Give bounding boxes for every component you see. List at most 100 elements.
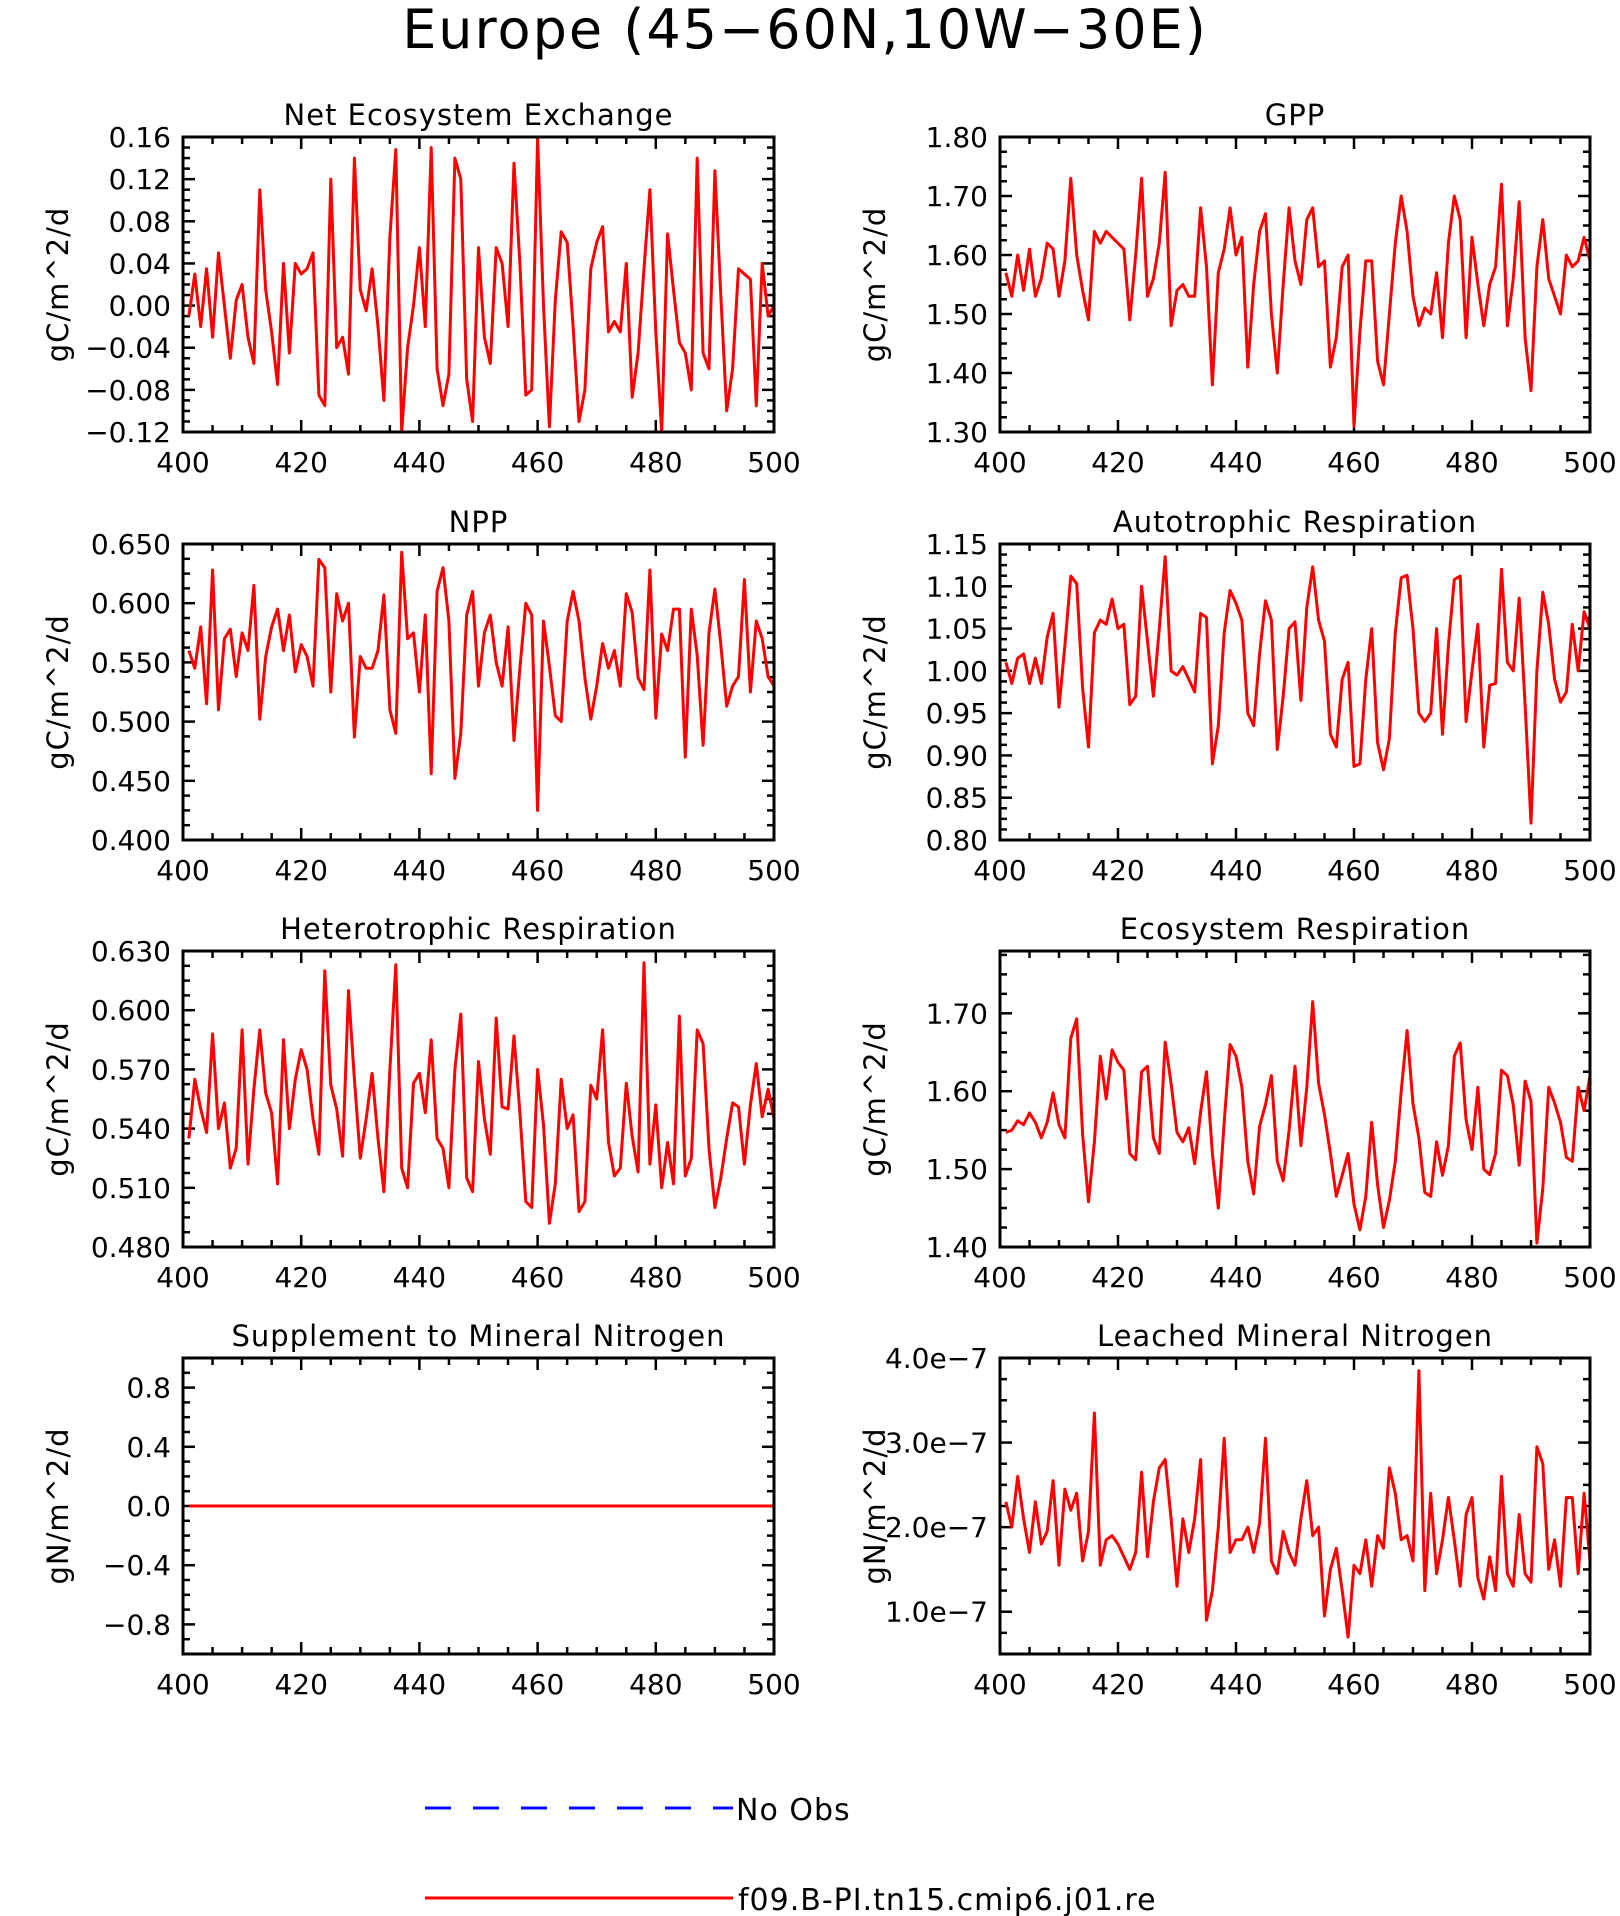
x-tick-label: 480: [629, 1261, 682, 1294]
x-tick-label: 400: [973, 1668, 1026, 1701]
x-tick-label: 460: [511, 854, 564, 887]
y-tick-label: 0.8: [126, 1372, 171, 1405]
panel-title: NPP: [449, 505, 509, 539]
x-tick-label: 500: [1563, 1668, 1616, 1701]
x-tick-label: 420: [1091, 1668, 1144, 1701]
y-tick-label: 1.30: [926, 416, 988, 449]
x-tick-label: 400: [973, 854, 1026, 887]
y-tick-label: 2.0e−7: [885, 1511, 988, 1544]
x-tick-label: 460: [1327, 854, 1380, 887]
panel-title: GPP: [1265, 98, 1325, 132]
panel-title: Ecosystem Respiration: [1120, 912, 1471, 946]
panel-4: Autotrophic Respiration gC/m^2/d 400 420 440…: [858, 505, 1617, 887]
x-tick-label: 460: [1327, 1261, 1380, 1294]
x-tick-label: 440: [1209, 854, 1262, 887]
x-tick-label: 440: [1209, 1668, 1262, 1701]
y-tick-label: 0.08: [109, 205, 171, 238]
x-tick-label: 440: [393, 854, 446, 887]
y-tick-label: 1.40: [926, 357, 988, 390]
series-line: [187, 550, 776, 812]
x-tick-label: 420: [274, 854, 327, 887]
plot-frame: [181, 542, 776, 842]
y-tick-label: 0.650: [91, 528, 171, 561]
panel-6: Ecosystem Respiration gC/m^2/d 400 420 440 46…: [858, 912, 1617, 1294]
series-line: [1004, 555, 1592, 825]
plot-frame: [998, 1356, 1592, 1656]
legend: No Obs f09.B-PI.tn15.cmip6.j01.re: [425, 1793, 1157, 1916]
x-tick-label: 400: [156, 854, 209, 887]
panel-title: Leached Mineral Nitrogen: [1097, 1319, 1493, 1353]
series-line: [187, 137, 776, 434]
x-tick-label: 400: [156, 446, 209, 479]
y-axis-label: gN/m^2/d: [858, 1427, 892, 1584]
y-tick-label: 1.15: [926, 528, 988, 561]
y-tick-label: −0.8: [103, 1608, 171, 1641]
panel-title: Heterotrophic Respiration: [280, 912, 677, 946]
y-tick-label: 0.630: [91, 935, 171, 968]
y-tick-label: 0.400: [91, 824, 171, 857]
y-tick-label: 0.600: [91, 994, 171, 1027]
x-tick-label: 500: [1563, 854, 1616, 887]
x-tick-label: 420: [1091, 854, 1144, 887]
y-tick-label: 0.500: [91, 706, 171, 739]
y-tick-label: 0.450: [91, 765, 171, 798]
x-tick-label: 420: [274, 1668, 327, 1701]
x-tick-label: 420: [1091, 1261, 1144, 1294]
x-tick-label: 460: [511, 1668, 564, 1701]
y-axis-label: gC/m^2/d: [41, 1021, 75, 1177]
y-tick-label: 0.570: [91, 1053, 171, 1086]
y-tick-label: 0.600: [91, 587, 171, 620]
x-tick-label: 400: [973, 446, 1026, 479]
panel-title: Net Ecosystem Exchange: [284, 98, 674, 132]
y-tick-label: 0.04: [109, 247, 171, 280]
y-tick-label: −0.4: [103, 1549, 171, 1582]
y-axis-label: gN/m^2/d: [41, 1427, 75, 1584]
plot-frame: [998, 135, 1592, 434]
y-tick-label: 0.85: [926, 782, 988, 815]
x-tick-label: 500: [747, 854, 800, 887]
y-tick-label: 0.510: [91, 1172, 171, 1205]
legend-label-no-obs: No Obs: [736, 1793, 851, 1828]
series-line: [1004, 1369, 1592, 1639]
y-tick-label: 1.70: [926, 180, 988, 213]
x-tick-label: 440: [393, 1668, 446, 1701]
y-axis-label: gC/m^2/d: [858, 207, 892, 363]
y-tick-label: 0.95: [926, 697, 988, 730]
x-tick-label: 440: [393, 1261, 446, 1294]
y-tick-label: 0.16: [109, 121, 171, 154]
plot-frame: [181, 1356, 776, 1656]
x-tick-label: 500: [1563, 446, 1616, 479]
x-tick-label: 460: [511, 1261, 564, 1294]
y-tick-label: 1.00: [926, 655, 988, 688]
y-tick-label: 0.0: [126, 1490, 171, 1523]
panel-8: Leached Mineral Nitrogen gN/m^2/d 400 420 44…: [858, 1319, 1617, 1701]
y-tick-label: 1.0e−7: [885, 1596, 988, 1629]
y-tick-label: 1.60: [926, 1075, 988, 1108]
y-tick-label: 4.0e−7: [885, 1342, 988, 1375]
panels-container: Net Ecosystem Exchange gC/m^2/d 400 420 440 4…: [41, 98, 1617, 1701]
y-tick-label: 0.12: [109, 163, 171, 196]
plot-frame: [998, 542, 1592, 842]
y-tick-label: 1.40: [926, 1231, 988, 1264]
y-tick-label: 1.05: [926, 613, 988, 646]
figure-title: Europe (45−60N,10W−30E): [402, 0, 1208, 61]
y-axis-label: gC/m^2/d: [858, 1021, 892, 1177]
plot-frame: [181, 135, 776, 434]
y-tick-label: 1.10: [926, 570, 988, 603]
x-tick-label: 480: [629, 446, 682, 479]
legend-label-model: f09.B-PI.tn15.cmip6.j01.re: [738, 1883, 1157, 1916]
x-tick-label: 480: [629, 1668, 682, 1701]
x-tick-label: 420: [1091, 446, 1144, 479]
y-tick-label: 1.60: [926, 239, 988, 272]
plot-frame: [998, 949, 1592, 1249]
x-tick-label: 420: [274, 446, 327, 479]
y-tick-label: 0.480: [91, 1231, 171, 1264]
y-tick-label: −0.04: [85, 332, 171, 365]
x-tick-label: 460: [1327, 1668, 1380, 1701]
x-tick-label: 500: [747, 1261, 800, 1294]
y-tick-label: 0.80: [926, 824, 988, 857]
panel-2: GPP gC/m^2/d 400 420 440 460 480 500 1.30 1.40 1.5…: [858, 98, 1617, 479]
y-tick-label: 0.550: [91, 646, 171, 679]
y-tick-label: 0.00: [109, 290, 171, 323]
